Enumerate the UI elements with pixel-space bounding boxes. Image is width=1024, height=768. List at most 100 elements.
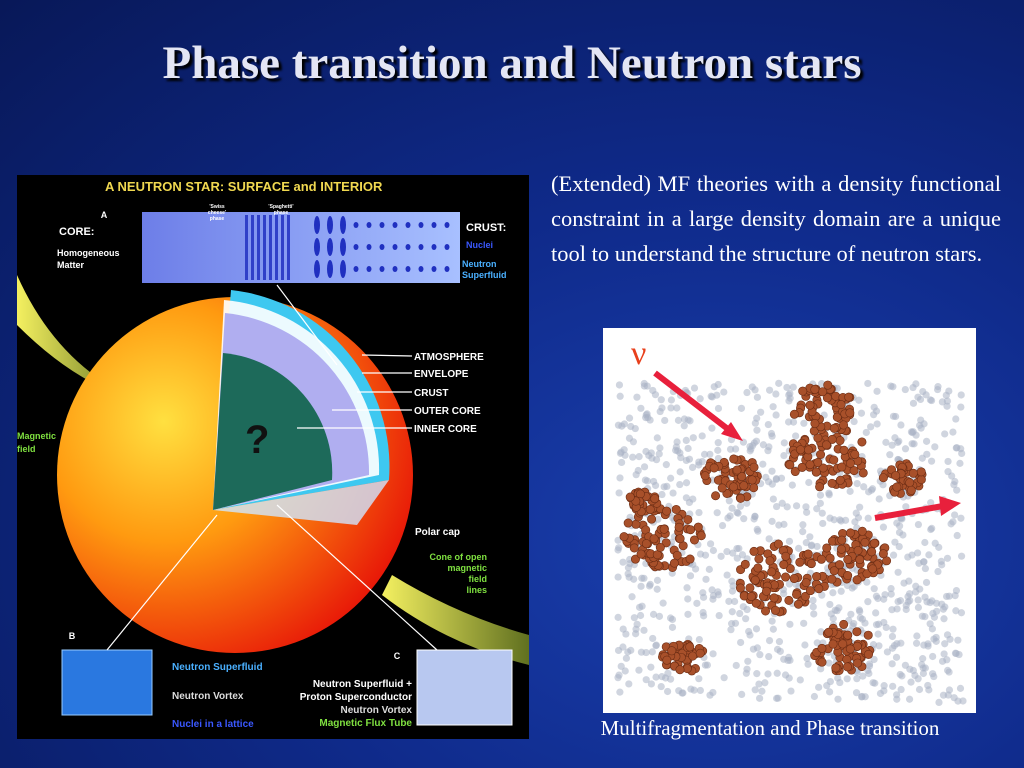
particle: [616, 392, 624, 400]
nucleus: [392, 222, 398, 228]
particle: [874, 594, 882, 603]
particle: [765, 652, 773, 661]
nucleus: [366, 222, 372, 228]
fragment-particle: [836, 400, 846, 410]
particle: [847, 610, 855, 618]
particle: [850, 417, 858, 426]
fragment-particle: [811, 467, 821, 477]
particle: [881, 591, 889, 599]
particle: [674, 416, 683, 424]
particle: [690, 686, 698, 694]
fragment-particle: [749, 462, 759, 472]
particle: [919, 558, 928, 566]
particle: [676, 480, 684, 489]
figure-label: field: [17, 444, 36, 454]
particle: [816, 491, 825, 499]
particle: [752, 625, 761, 633]
nucleus: [392, 266, 398, 272]
particle: [792, 502, 801, 510]
fragment-particle: [798, 386, 808, 396]
particle: [740, 515, 748, 523]
particle: [908, 440, 916, 448]
particle: [875, 642, 883, 650]
fragment-particle: [843, 630, 853, 640]
particle: [633, 620, 641, 628]
particle: [667, 396, 676, 404]
particle: [647, 680, 655, 688]
figure-label: cheese': [208, 210, 226, 216]
particle: [761, 679, 769, 687]
particle: [640, 626, 648, 634]
fragment-particle: [729, 482, 739, 492]
particle: [951, 592, 959, 600]
particle: [652, 642, 660, 650]
fragment-particle: [685, 642, 695, 652]
particle: [948, 472, 956, 480]
particle: [922, 437, 931, 445]
particle: [906, 665, 914, 673]
fragment-particle: [867, 547, 877, 557]
particle: [695, 635, 703, 644]
fragment-particle: [860, 537, 870, 547]
fragment-particle: [795, 557, 805, 567]
nucleus: [340, 216, 346, 234]
particle: [720, 674, 728, 682]
fragment-particle: [682, 664, 692, 674]
particle: [808, 541, 816, 549]
particle: [873, 420, 881, 428]
particle: [640, 463, 649, 471]
particle: [637, 582, 645, 590]
particle: [737, 404, 746, 412]
particle: [872, 609, 880, 617]
particle: [618, 458, 626, 467]
nucleus: [444, 222, 450, 228]
particle: [621, 451, 629, 459]
particle: [925, 686, 933, 694]
particle: [655, 450, 663, 458]
particle: [904, 593, 912, 601]
particle: [654, 515, 662, 523]
particle: [837, 587, 845, 595]
fragment-particle: [740, 559, 750, 569]
fragment-particle: [905, 478, 915, 488]
particle: [732, 661, 740, 670]
arrow: [874, 503, 944, 521]
particle: [799, 528, 807, 536]
particle: [727, 626, 735, 634]
particle: [934, 385, 942, 394]
particle: [729, 549, 737, 557]
particle: [708, 424, 716, 432]
particle: [889, 682, 897, 690]
particle: [662, 461, 670, 469]
nucleus: [340, 260, 346, 278]
particle: [688, 463, 697, 472]
particle: [743, 499, 751, 507]
particle: [731, 597, 739, 606]
fragment-particle: [749, 483, 759, 493]
particle: [897, 421, 905, 429]
figure-label: OUTER CORE: [414, 406, 481, 417]
fragment-particle: [796, 445, 806, 455]
particle: [666, 614, 675, 622]
particle: [640, 382, 649, 390]
particle: [857, 409, 866, 417]
fragment-particle: [842, 662, 852, 672]
fragment-particle: [850, 449, 860, 459]
particle: [714, 404, 723, 413]
fragment-particle: [815, 482, 825, 492]
fragment-particle: [891, 471, 901, 481]
particle: [765, 535, 773, 543]
fragment-particle: [671, 504, 681, 514]
particle: [956, 684, 965, 692]
particle: [696, 395, 704, 403]
particle: [736, 609, 744, 618]
particle: [733, 554, 741, 562]
particle: [856, 614, 864, 622]
particle: [799, 521, 807, 529]
particle: [787, 687, 795, 695]
particle: [723, 571, 731, 579]
fragment-particle: [810, 419, 820, 429]
particle: [651, 391, 660, 399]
particle: [768, 480, 776, 488]
particle: [876, 689, 885, 698]
